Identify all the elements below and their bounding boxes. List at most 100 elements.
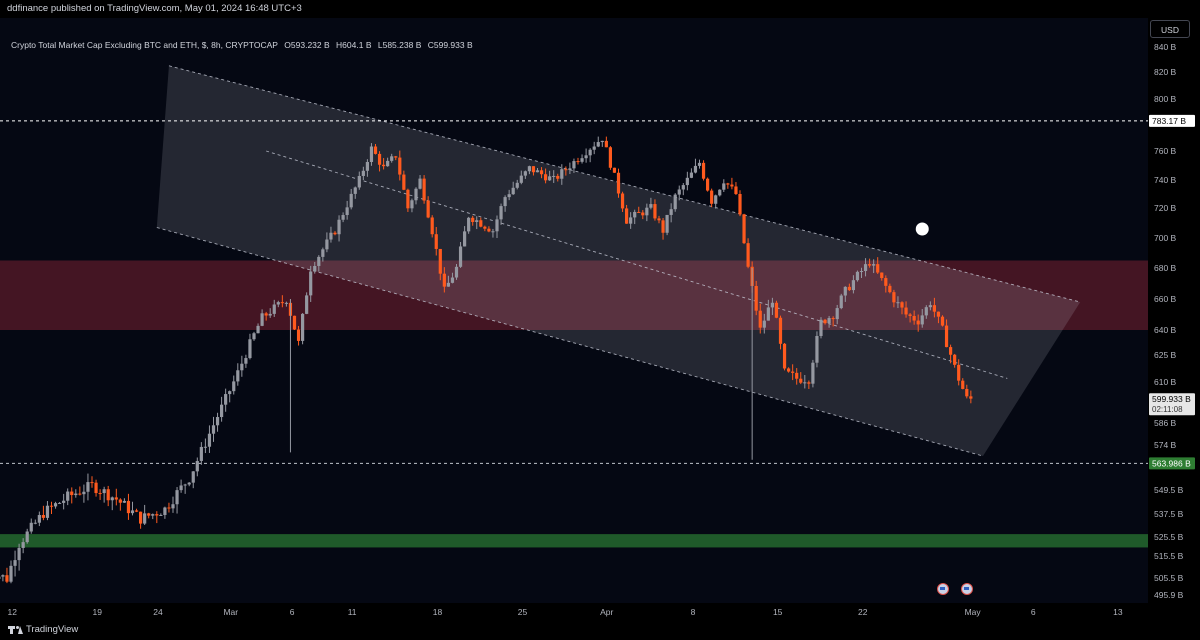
- candle-body: [309, 271, 313, 296]
- candle-body: [353, 187, 357, 194]
- candle-body: [685, 177, 689, 186]
- candle-body: [21, 542, 25, 548]
- candle-body: [701, 162, 706, 179]
- us-flag-icon[interactable]: [937, 583, 949, 595]
- candle-body: [677, 189, 681, 195]
- candle-body: [171, 504, 175, 509]
- candle-body: [17, 547, 21, 561]
- candle-body: [29, 522, 33, 532]
- price-tick-label: 700 B: [1154, 233, 1177, 243]
- candle-body: [66, 491, 70, 501]
- candle-body: [220, 404, 224, 418]
- price-chart[interactable]: [0, 18, 1148, 603]
- candle-body: [446, 282, 450, 287]
- candle-body: [430, 217, 434, 235]
- candle-body: [718, 189, 722, 196]
- candle-body: [252, 333, 256, 340]
- candle-body: [710, 190, 714, 204]
- legend-close: C599.933 B: [427, 40, 473, 50]
- countdown-label: 02:11:08: [1152, 405, 1183, 414]
- us-flag-icon[interactable]: [961, 583, 973, 595]
- candle-body: [884, 278, 888, 286]
- candle-body: [645, 207, 649, 216]
- chart-pane[interactable]: Crypto Total Market Cap Excluding BTC an…: [0, 18, 1148, 603]
- price-axis[interactable]: 840 B 820 B 800 B 760 B 740 B 720 B 700 B 680 B…: [1148, 18, 1200, 603]
- candle-body: [369, 146, 374, 163]
- publisher-header: ddfinance published on TradingView.com, …: [0, 0, 1200, 18]
- candle-body: [74, 493, 78, 496]
- candle-body: [70, 491, 74, 496]
- candle-body: [467, 217, 471, 232]
- candle-body: [426, 200, 430, 218]
- candle-body: [94, 482, 98, 494]
- price-tick-label: 586 B: [1154, 418, 1177, 428]
- candle-body: [673, 194, 677, 210]
- candle-body: [264, 313, 268, 316]
- candle-body: [827, 318, 831, 324]
- candle-body: [479, 220, 483, 227]
- candle-body: [831, 318, 835, 320]
- time-tick-label: 25: [518, 607, 528, 617]
- candle-body: [714, 195, 718, 204]
- candle-body: [795, 372, 799, 379]
- candle-body: [738, 193, 742, 215]
- price-tick-label: 537.5 B: [1154, 509, 1184, 519]
- candle-body: [386, 160, 390, 167]
- tradingview-logo-icon: [8, 625, 23, 635]
- candle-body: [122, 500, 126, 503]
- candle-body: [487, 228, 491, 232]
- price-tick-label: 840 B: [1154, 42, 1177, 52]
- candle-body: [491, 231, 495, 233]
- candle-body: [471, 217, 475, 222]
- candle-body: [600, 140, 604, 143]
- legend-open: O593.232 B: [284, 40, 330, 50]
- candle-body: [928, 305, 932, 308]
- candle-body: [228, 391, 232, 395]
- candle-body: [697, 162, 702, 166]
- candle-body: [45, 505, 50, 518]
- time-tick-label: 13: [1113, 607, 1123, 617]
- candle-body: [442, 273, 446, 287]
- candle-body: [774, 302, 779, 318]
- time-tick-label: 12: [8, 607, 18, 617]
- candle-body: [855, 271, 860, 281]
- candle-body: [280, 302, 284, 304]
- candle-body: [155, 514, 159, 516]
- candle-body: [746, 243, 750, 267]
- currency-button[interactable]: USD: [1150, 20, 1190, 38]
- candle-body: [284, 302, 288, 304]
- candle-body: [742, 214, 746, 244]
- candle-body: [25, 531, 29, 543]
- price-tick-label: 549.5 B: [1154, 485, 1184, 495]
- candle-body: [693, 165, 698, 173]
- candle-body: [41, 515, 45, 518]
- candle-body: [722, 183, 726, 190]
- tradingview-logo[interactable]: TradingView: [8, 624, 78, 635]
- candle-body: [770, 302, 774, 308]
- candle-body: [13, 560, 17, 566]
- candle-body: [175, 490, 179, 505]
- candle-body: [232, 381, 236, 392]
- candle-body: [329, 232, 333, 240]
- price-axis-labels: 840 B 820 B 800 B 760 B 740 B 720 B 700 B 680 B…: [1149, 42, 1195, 600]
- candle-body: [139, 511, 143, 524]
- candle-body: [758, 310, 762, 328]
- candle-body: [414, 188, 418, 201]
- candle-body: [240, 363, 244, 371]
- price-tick-label: 660 B: [1154, 294, 1177, 304]
- legend-high: H604.1 B: [336, 40, 372, 50]
- candle-body: [661, 220, 665, 233]
- candle-body: [102, 489, 106, 494]
- candle-body: [203, 446, 207, 448]
- candle-body: [406, 189, 410, 209]
- marker-dot: [915, 222, 929, 236]
- candle-body: [49, 505, 54, 507]
- candle-body: [940, 316, 945, 326]
- time-axis[interactable]: 12 19 24 Mar 6 11 18 25 Apr 8 15 22 May 6 13: [0, 603, 1200, 621]
- candle-body: [268, 313, 272, 316]
- candle-body: [499, 206, 503, 220]
- candle-body: [633, 211, 637, 218]
- candle-body: [519, 175, 523, 183]
- candle-body: [548, 176, 552, 181]
- time-tick-label: 11: [348, 607, 357, 617]
